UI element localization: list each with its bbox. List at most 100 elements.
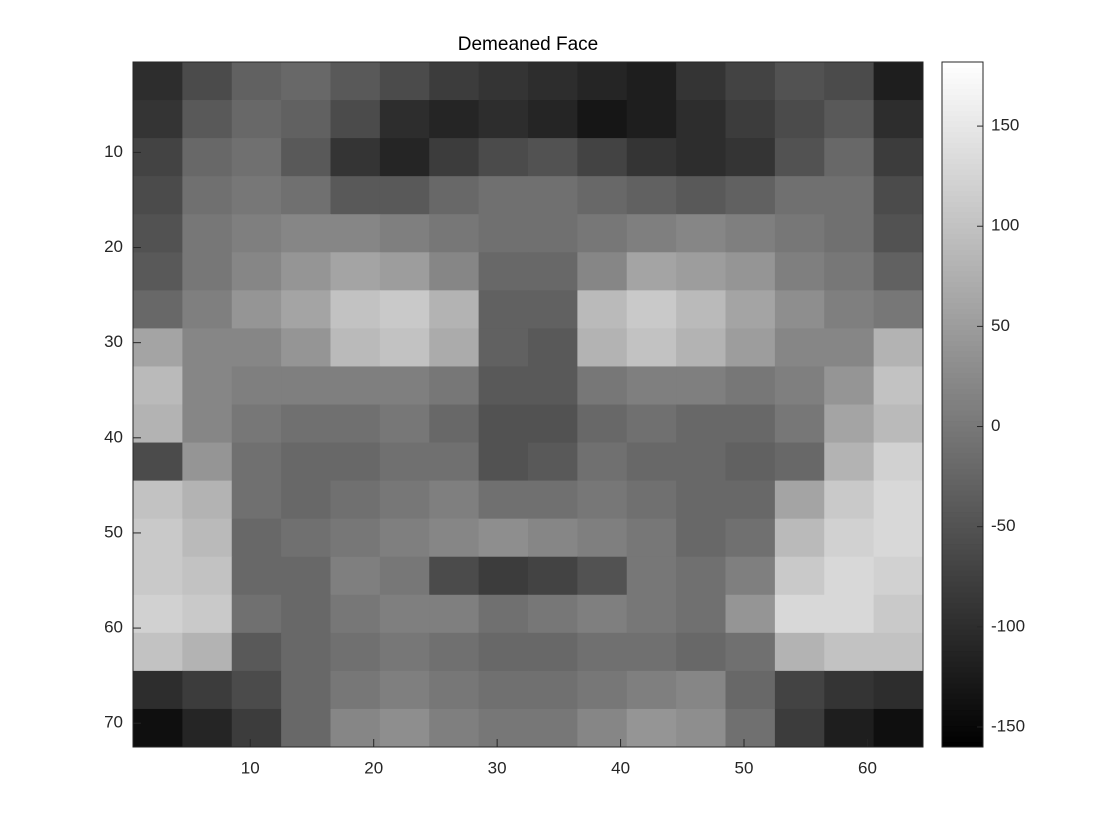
colorbar-step [942, 313, 983, 320]
x-tick-label: 50 [735, 758, 754, 777]
colorbar-step [942, 393, 983, 400]
colorbar-tick-label: 0 [991, 416, 1000, 435]
heatmap-cell [379, 670, 430, 710]
heatmap-cell [626, 62, 677, 101]
heatmap-cell [873, 290, 924, 329]
heatmap-cell [626, 632, 677, 672]
heatmap-cell [626, 708, 677, 748]
x-tick-label: 60 [858, 758, 877, 777]
heatmap-cell [824, 708, 875, 748]
colorbar-step [942, 597, 983, 604]
colorbar-step [942, 720, 983, 727]
heatmap-cell [774, 138, 825, 177]
heatmap-cell [725, 328, 776, 367]
heatmap-cell [626, 594, 677, 634]
heatmap-cell [824, 518, 875, 558]
heatmap-cell [528, 176, 578, 215]
colorbar-step [942, 586, 983, 593]
colorbar-step [942, 83, 983, 90]
heatmap-cell [774, 214, 825, 253]
colorbar-step [942, 318, 983, 325]
heatmap-cell [873, 442, 924, 482]
heatmap-cell [676, 480, 726, 520]
colorbar-step [942, 345, 983, 352]
heatmap-cell [577, 252, 628, 291]
heatmap-cell [478, 290, 529, 329]
heatmap-cell [824, 480, 875, 520]
heatmap-cell [626, 404, 677, 444]
colorbar-step [942, 607, 983, 614]
heatmap-cell [528, 138, 578, 177]
heatmap-cell [231, 594, 282, 634]
colorbar-step [942, 650, 983, 657]
heatmap-cell [676, 518, 726, 558]
y-tick-label: 70 [104, 713, 123, 732]
colorbar-step [942, 104, 983, 111]
heatmap-cell [478, 252, 529, 291]
heatmap-cell [774, 518, 825, 558]
colorbar-step [942, 629, 983, 636]
heatmap-cell [231, 176, 282, 215]
heatmap-cell [626, 138, 677, 177]
heatmap-cell [330, 632, 381, 672]
heatmap-cell [774, 176, 825, 215]
heatmap-cell [379, 176, 430, 215]
colorbar-step [942, 399, 983, 405]
heatmap-cell [824, 594, 875, 634]
heatmap-cell [725, 404, 776, 444]
heatmap-cell [231, 62, 282, 101]
heatmap-cell [676, 252, 726, 291]
heatmap-cell [281, 404, 331, 444]
colorbar-step [942, 324, 983, 331]
colorbar-step [942, 377, 983, 384]
heatmap-cell [429, 442, 480, 482]
heatmap-cell [626, 176, 677, 215]
heatmap-cell [478, 138, 529, 177]
colorbar-step [942, 174, 983, 181]
heatmap-cell [330, 176, 381, 215]
heatmap-cell [478, 632, 529, 672]
heatmap-cell [725, 632, 776, 672]
heatmap-cell [379, 708, 430, 748]
heatmap-cell [873, 594, 924, 634]
heatmap-cell [478, 480, 529, 520]
heatmap-cell [824, 100, 875, 139]
heatmap-cell [379, 594, 430, 634]
heatmap-cell [676, 366, 726, 405]
heatmap-cell [182, 404, 233, 444]
colorbar-step [942, 222, 983, 229]
colorbar-step [942, 227, 983, 234]
heatmap-cell [330, 556, 381, 596]
y-tick-label: 20 [104, 237, 123, 256]
heatmap-cell [429, 556, 480, 596]
heatmap-cell [725, 290, 776, 329]
heatmap-cell [182, 366, 233, 405]
colorbar-step [942, 110, 983, 117]
heatmap-cell [725, 670, 776, 710]
heatmap-cell [281, 214, 331, 253]
heatmap-cell [824, 138, 875, 177]
colorbar-tick-label: -50 [991, 516, 1016, 535]
heatmap-cell [577, 518, 628, 558]
heatmap-cell [774, 442, 825, 482]
heatmap-cell [824, 252, 875, 291]
heatmap-cell [824, 442, 875, 482]
heatmap-cell [676, 594, 726, 634]
heatmap-cell [725, 708, 776, 748]
heatmap-cell [676, 670, 726, 710]
heatmap-cell [774, 290, 825, 329]
heatmap-cell [873, 632, 924, 672]
heatmap-cell [824, 366, 875, 405]
colorbar-step [942, 78, 983, 84]
heatmap-cell [133, 708, 183, 748]
x-tick-label: 40 [611, 758, 630, 777]
heatmap-cell [281, 62, 331, 101]
heatmap-cell [429, 290, 480, 329]
colorbar-step [942, 602, 983, 609]
colorbar-step [942, 179, 983, 186]
heatmap-cell [577, 670, 628, 710]
heatmap-cell [281, 594, 331, 634]
heatmap-cell [478, 62, 529, 101]
colorbar-step [942, 425, 983, 432]
heatmap-cell [231, 328, 282, 367]
